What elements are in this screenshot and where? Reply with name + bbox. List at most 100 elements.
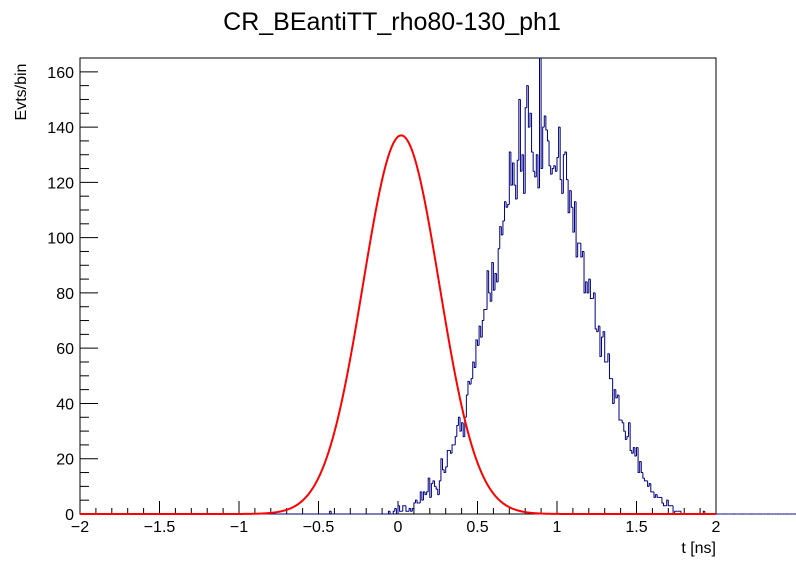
histogram-bin: [612, 378, 615, 404]
histogram-bin: [559, 127, 562, 181]
histogram-bin: [607, 353, 610, 362]
histogram-bin: [518, 98, 521, 161]
histogram-bin: [515, 185, 518, 200]
histogram-bin: [573, 201, 577, 233]
histogram-bin: [570, 190, 573, 208]
histogram-bin: [475, 339, 478, 368]
histogram-bin: [434, 480, 437, 487]
histogram-bin: [597, 325, 600, 332]
histogram-bin: [566, 151, 569, 181]
histogram-bin: [494, 273, 497, 291]
histogram-bin: [608, 353, 612, 380]
histogram-bin: [588, 278, 591, 293]
x-tick-label: 1: [553, 519, 562, 536]
histogram-bin: [486, 270, 489, 310]
histogram-bin: [442, 458, 445, 471]
y-tick-label: 60: [56, 341, 74, 358]
histogram-bin: [411, 507, 414, 512]
histogram-bin: [593, 292, 596, 299]
x-tick-label: −2: [71, 519, 89, 536]
histogram-bin: [483, 308, 486, 321]
histogram-bin: [496, 273, 499, 283]
histogram-bin: [469, 381, 472, 385]
histogram-bin: [421, 491, 424, 501]
histogram-bin: [437, 489, 440, 496]
histogram-bin: [426, 491, 429, 495]
histogram-bin: [653, 491, 656, 498]
x-tick-label: −1: [230, 519, 248, 536]
histogram-bin: [511, 162, 515, 186]
histogram-bin: [472, 361, 475, 379]
y-axis-label: Evts/bin: [13, 64, 30, 121]
histogram-bin: [397, 505, 400, 514]
histogram-bin: [585, 281, 588, 293]
histogram-bin: [491, 262, 494, 302]
histogram-bin: [615, 389, 618, 399]
histogram-bin: [564, 151, 567, 155]
histogram-bin: [634, 447, 637, 457]
x-tick-label: 1.5: [625, 519, 647, 536]
histogram-bin: [629, 422, 632, 451]
histogram-bin: [639, 460, 642, 473]
histogram-bin: [488, 270, 491, 294]
histogram-bin: [395, 508, 398, 515]
histogram-bin: [440, 458, 443, 481]
histogram-bin: [596, 328, 599, 333]
histogram-bin: [500, 226, 503, 236]
y-axis-ticks: [80, 57, 98, 515]
histogram-bin: [626, 436, 629, 440]
histogram-bin: [550, 165, 553, 175]
histogram-bin: [599, 326, 602, 357]
histogram-bin: [508, 151, 511, 205]
histogram-bin: [637, 447, 640, 474]
histogram-bin: [618, 395, 621, 421]
histogram-bin: [510, 151, 513, 186]
y-tick-label: 0: [65, 507, 74, 524]
histogram-bin: [446, 449, 449, 468]
histogram-bin: [481, 320, 484, 338]
histogram-bin: [524, 107, 527, 194]
histogram-bin: [492, 262, 495, 291]
histogram-bin: [504, 201, 507, 222]
histogram-bin: [561, 179, 564, 194]
x-tick-label: 2: [712, 519, 721, 536]
histogram-bin: [330, 511, 333, 515]
histogram-bin: [405, 505, 408, 512]
histogram-bin: [392, 510, 395, 514]
histogram-bin: [435, 486, 438, 490]
histogram-bin: [480, 326, 483, 338]
histogram-bin: [456, 425, 459, 437]
histogram-bin: [567, 179, 570, 214]
histogram-bin: [663, 502, 666, 507]
histogram-bin: [562, 154, 565, 194]
histogram-bin: [465, 394, 468, 418]
histogram-bin: [531, 113, 534, 153]
histogram-bin: [389, 511, 392, 515]
histogram-bin: [470, 378, 473, 385]
y-tick-label: 140: [47, 120, 74, 137]
histogram-bin: [543, 115, 546, 128]
histogram-bin: [548, 140, 551, 167]
histogram-bin: [454, 436, 457, 445]
histogram-bin: [539, 57, 542, 188]
x-tick-label: −0.5: [303, 519, 335, 536]
y-tick-label: 40: [56, 396, 74, 413]
histogram-bin: [602, 331, 605, 338]
histogram-bin: [478, 325, 481, 346]
histogram-bin: [631, 450, 634, 454]
x-tick-label: 0.5: [466, 519, 488, 536]
histogram-bin: [546, 129, 550, 142]
histogram-bin: [414, 499, 418, 503]
histogram-bin: [623, 422, 626, 432]
histogram-bin: [572, 207, 575, 233]
histogram-bin: [432, 480, 435, 484]
histogram-bin: [594, 292, 597, 330]
histogram-bin: [655, 494, 658, 498]
y-tick-label: 120: [47, 175, 74, 192]
histogram-bin: [416, 500, 419, 504]
histogram-bin: [545, 116, 548, 131]
histogram-bin: [540, 58, 543, 170]
histogram-bin: [569, 190, 572, 213]
histogram-bin: [529, 112, 532, 128]
histogram-bin: [666, 499, 669, 506]
